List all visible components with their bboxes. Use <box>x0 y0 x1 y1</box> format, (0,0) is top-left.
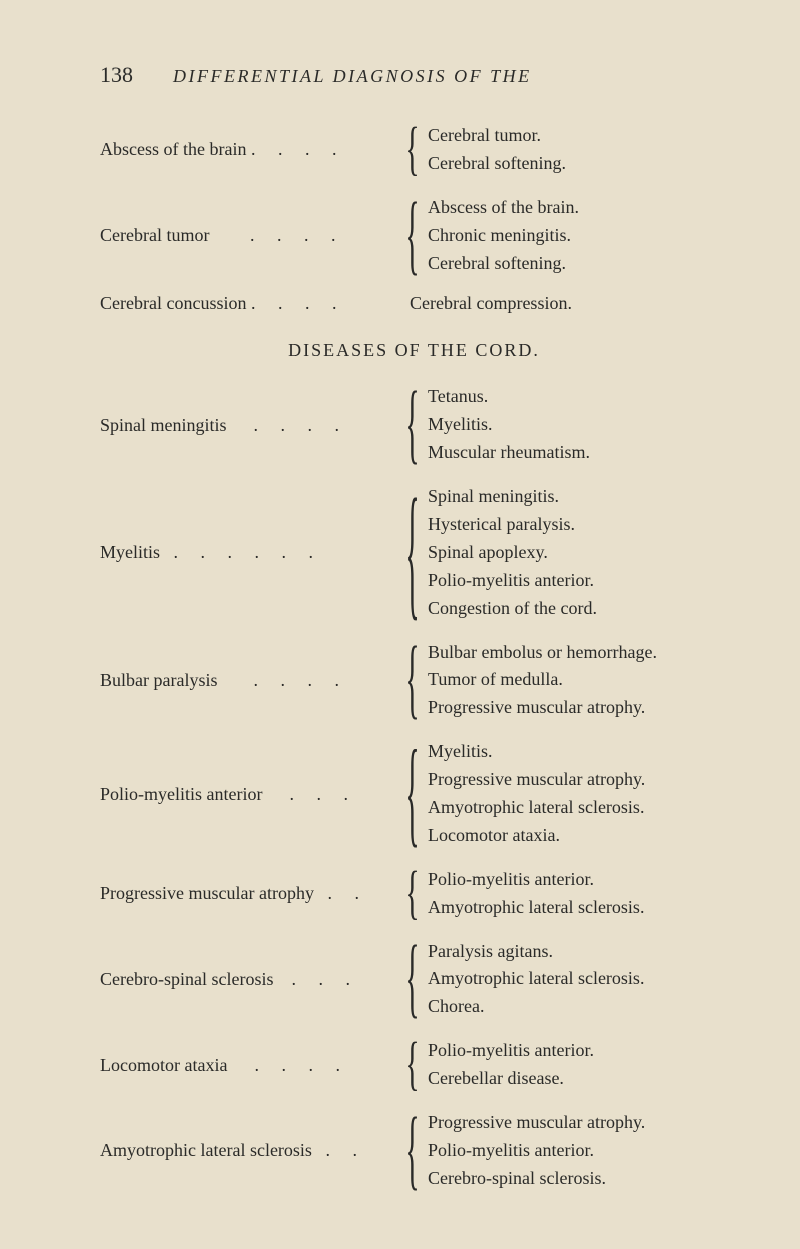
entry-definitions: Abscess of the brain.Chronic meningitis.… <box>424 194 579 278</box>
entry-definitions: Polio-myelitis anterior.Cerebellar disea… <box>424 1037 594 1093</box>
entry-term: Amyotrophic lateral sclerosis . . <box>100 1140 400 1161</box>
entry-term: Cerebral concussion . . . . <box>100 293 400 314</box>
page-container: 138 DIFFERENTIAL DIAGNOSIS OF THE Absces… <box>0 0 800 1249</box>
entry-definitions: Cerebral tumor.Cerebral softening. <box>424 122 566 178</box>
entry-row: Amyotrophic lateral sclerosis . .{Progre… <box>100 1109 728 1193</box>
entry-definition: Cerebro-spinal sclerosis. <box>428 1165 645 1193</box>
entry-row: Abscess of the brain . . . .{Cerebral tu… <box>100 122 728 178</box>
entry-term: Spinal meningitis . . . . <box>100 415 400 436</box>
entry-definition: Progressive muscular atrophy. <box>428 766 645 794</box>
entry-definitions: Tetanus.Myelitis.Muscular rheumatism. <box>424 383 590 467</box>
entry-definitions: Myelitis.Progressive muscular atrophy.Am… <box>424 738 645 850</box>
entry-row: Polio-myelitis anterior . . .{Myelitis.P… <box>100 738 728 850</box>
entry-definitions: Progressive muscular atrophy.Polio-myeli… <box>424 1109 645 1193</box>
entry-term: Progressive muscular atrophy . . <box>100 883 400 904</box>
entry-row: Cerebral concussion . . . .Cerebral comp… <box>100 293 728 314</box>
entry-definition: Tumor of medulla. <box>428 666 657 694</box>
entry-definition: Amyotrophic lateral sclerosis. <box>428 794 645 822</box>
entry-definition: Cerebellar disease. <box>428 1065 594 1093</box>
entry-term: Bulbar paralysis . . . . <box>100 670 400 691</box>
entry-row: Cerebro-spinal sclerosis . . .{Paralysis… <box>100 938 728 1022</box>
entry-term: Locomotor ataxia . . . . <box>100 1055 400 1076</box>
entry-definition: Polio-myelitis anterior. <box>428 866 644 894</box>
running-title: DIFFERENTIAL DIAGNOSIS OF THE <box>173 66 532 87</box>
page-header: 138 DIFFERENTIAL DIAGNOSIS OF THE <box>100 62 728 88</box>
cord-entries-section: Spinal meningitis . . . .{Tetanus.Myelit… <box>100 383 728 1192</box>
entry-definition: Spinal meningitis. <box>428 483 597 511</box>
entry-definition: Paralysis agitans. <box>428 938 644 966</box>
entry-definitions: Paralysis agitans.Amyotrophic lateral sc… <box>424 938 644 1022</box>
entry-row: Cerebral tumor . . . .{Abscess of the br… <box>100 194 728 278</box>
entry-row: Progressive muscular atrophy . .{Polio-m… <box>100 866 728 922</box>
entry-definition: Spinal apoplexy. <box>428 539 597 567</box>
entry-row: Myelitis . . . . . .{Spinal meningitis.H… <box>100 483 728 622</box>
entry-row: Bulbar paralysis . . . .{Bulbar embolus … <box>100 639 728 723</box>
entry-definition: Amyotrophic lateral sclerosis. <box>428 894 644 922</box>
entry-definition: Cerebral softening. <box>428 150 566 178</box>
top-entries-section: Abscess of the brain . . . .{Cerebral tu… <box>100 122 728 314</box>
entry-definition: Congestion of the cord. <box>428 595 597 623</box>
entry-definition: Chorea. <box>428 993 644 1021</box>
entry-definition: Chronic meningitis. <box>428 222 579 250</box>
entry-definition: Polio-myelitis anterior. <box>428 1137 645 1165</box>
page-number: 138 <box>100 62 133 88</box>
entry-term: Abscess of the brain . . . . <box>100 139 400 160</box>
entry-definitions: Spinal meningitis.Hysterical paralysis.S… <box>424 483 597 622</box>
entry-definition: Progressive muscular atrophy. <box>428 1109 645 1137</box>
entry-definition: Cerebral tumor. <box>428 122 566 150</box>
entry-definition: Progressive muscular atrophy. <box>428 694 657 722</box>
entry-term: Myelitis . . . . . . <box>100 542 400 563</box>
section-heading: DISEASES OF THE CORD. <box>100 340 728 361</box>
entry-definition: Myelitis. <box>428 411 590 439</box>
entry-definition: Cerebral compression. <box>400 293 572 314</box>
entry-definition: Tetanus. <box>428 383 590 411</box>
entry-row: Spinal meningitis . . . .{Tetanus.Myelit… <box>100 383 728 467</box>
entry-definition: Bulbar embolus or hemorrhage. <box>428 639 657 667</box>
entry-row: Locomotor ataxia . . . .{Polio-myelitis … <box>100 1037 728 1093</box>
entry-definitions: Bulbar embolus or hemorrhage.Tumor of me… <box>424 639 657 723</box>
entry-definition: Cerebral softening. <box>428 250 579 278</box>
entry-definition: Muscular rheumatism. <box>428 439 590 467</box>
entry-definition: Amyotrophic lateral sclerosis. <box>428 965 644 993</box>
entry-term: Polio-myelitis anterior . . . <box>100 784 400 805</box>
entry-definition: Abscess of the brain. <box>428 194 579 222</box>
entry-definition: Locomotor ataxia. <box>428 822 645 850</box>
entry-term: Cerebro-spinal sclerosis . . . <box>100 969 400 990</box>
entry-definition: Myelitis. <box>428 738 645 766</box>
entry-definition: Polio-myelitis anterior. <box>428 1037 594 1065</box>
entry-definition: Polio-myelitis anterior. <box>428 567 597 595</box>
entry-term: Cerebral tumor . . . . <box>100 225 400 246</box>
entry-definition: Hysterical paralysis. <box>428 511 597 539</box>
entry-definitions: Polio-myelitis anterior.Amyotrophic late… <box>424 866 644 922</box>
